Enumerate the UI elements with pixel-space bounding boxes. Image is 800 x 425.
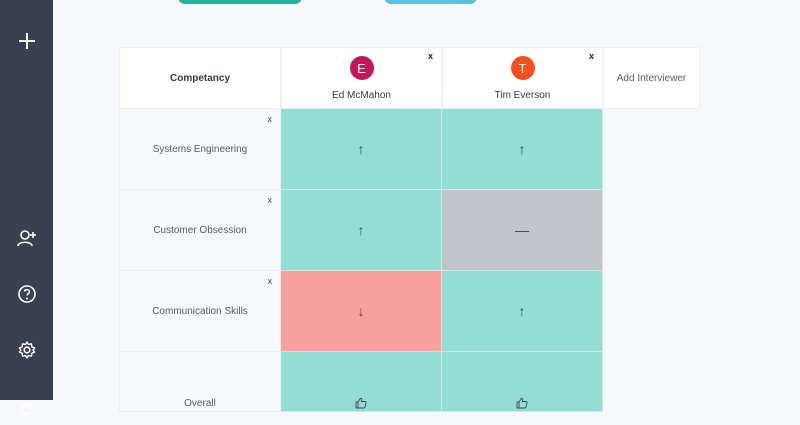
avatar: E [349, 56, 374, 80]
arrow-up-icon: ↑ [357, 141, 365, 157]
overall-score-cell[interactable] [442, 352, 603, 412]
score-cell-up[interactable]: ↑ [442, 109, 603, 190]
remove-competency-button[interactable]: x [267, 114, 273, 124]
empty-cell [603, 109, 700, 190]
remove-interviewer-button[interactable]: x [427, 51, 433, 61]
interviewer-column-header: x E Ed McMahon [281, 47, 442, 109]
competency-header-label: Competancy [169, 72, 230, 84]
settings-icon [18, 341, 35, 359]
help-button[interactable] [0, 274, 53, 314]
competency-name: Systems Engineering [152, 143, 248, 155]
competency-name: Customer Obsession [153, 224, 247, 236]
sidebar [0, 0, 53, 415]
avatar-initial: T [518, 60, 527, 76]
arrow-down-icon: ↓ [357, 303, 365, 319]
add-button[interactable] [0, 21, 53, 61]
empty-cell [603, 190, 700, 271]
empty-cell [603, 271, 700, 352]
top-action-button-secondary[interactable] [384, 0, 477, 4]
empty-cell [603, 352, 700, 412]
remove-competency-button[interactable]: x [267, 195, 273, 205]
interviewer-column-header: x T Tim Everson [442, 47, 603, 109]
plus-icon [18, 33, 35, 49]
help-icon [17, 285, 36, 303]
arrow-up-icon: ↑ [518, 141, 526, 157]
competency-row-label: x Communication Skills [119, 271, 281, 352]
add-interviewer-button[interactable]: Add Interviewer [603, 47, 700, 109]
thumbs-up-icon [516, 397, 528, 409]
thumbs-up-icon [355, 397, 367, 409]
settings-button[interactable] [0, 330, 53, 370]
more-button[interactable] [0, 385, 53, 425]
competency-grid: Competancy x E Ed McMahon x T Tim Everso… [119, 47, 700, 412]
avatar: T [510, 56, 535, 80]
competency-header: Competancy [119, 47, 281, 109]
score-cell-down[interactable]: ↓ [281, 271, 442, 352]
arrow-up-icon: ↑ [518, 303, 526, 319]
remove-competency-button[interactable]: x [267, 276, 273, 286]
interviewer-name: Ed McMahon [332, 90, 391, 101]
add-user-icon [16, 230, 36, 247]
avatar-initial: E [357, 60, 366, 76]
overall-score-cell[interactable] [281, 352, 442, 412]
competency-name: Communication Skills [152, 305, 248, 317]
competency-row-label: x Customer Obsession [119, 190, 281, 271]
competency-row-label: x Systems Engineering [119, 109, 281, 190]
interviewer-name: Tim Everson [494, 90, 551, 101]
score-cell-up[interactable]: ↑ [442, 271, 603, 352]
partial-icon [20, 403, 33, 415]
arrow-up-icon: ↑ [357, 222, 365, 238]
score-cell-neutral[interactable]: — [442, 190, 603, 271]
top-action-button-primary[interactable] [178, 0, 302, 4]
overall-row-label: Overall [119, 352, 281, 412]
score-cell-up[interactable]: ↑ [281, 109, 442, 190]
dash-icon: — [515, 222, 529, 238]
remove-interviewer-button[interactable]: x [588, 51, 594, 61]
add-user-button[interactable] [0, 218, 53, 258]
score-cell-up[interactable]: ↑ [281, 190, 442, 271]
